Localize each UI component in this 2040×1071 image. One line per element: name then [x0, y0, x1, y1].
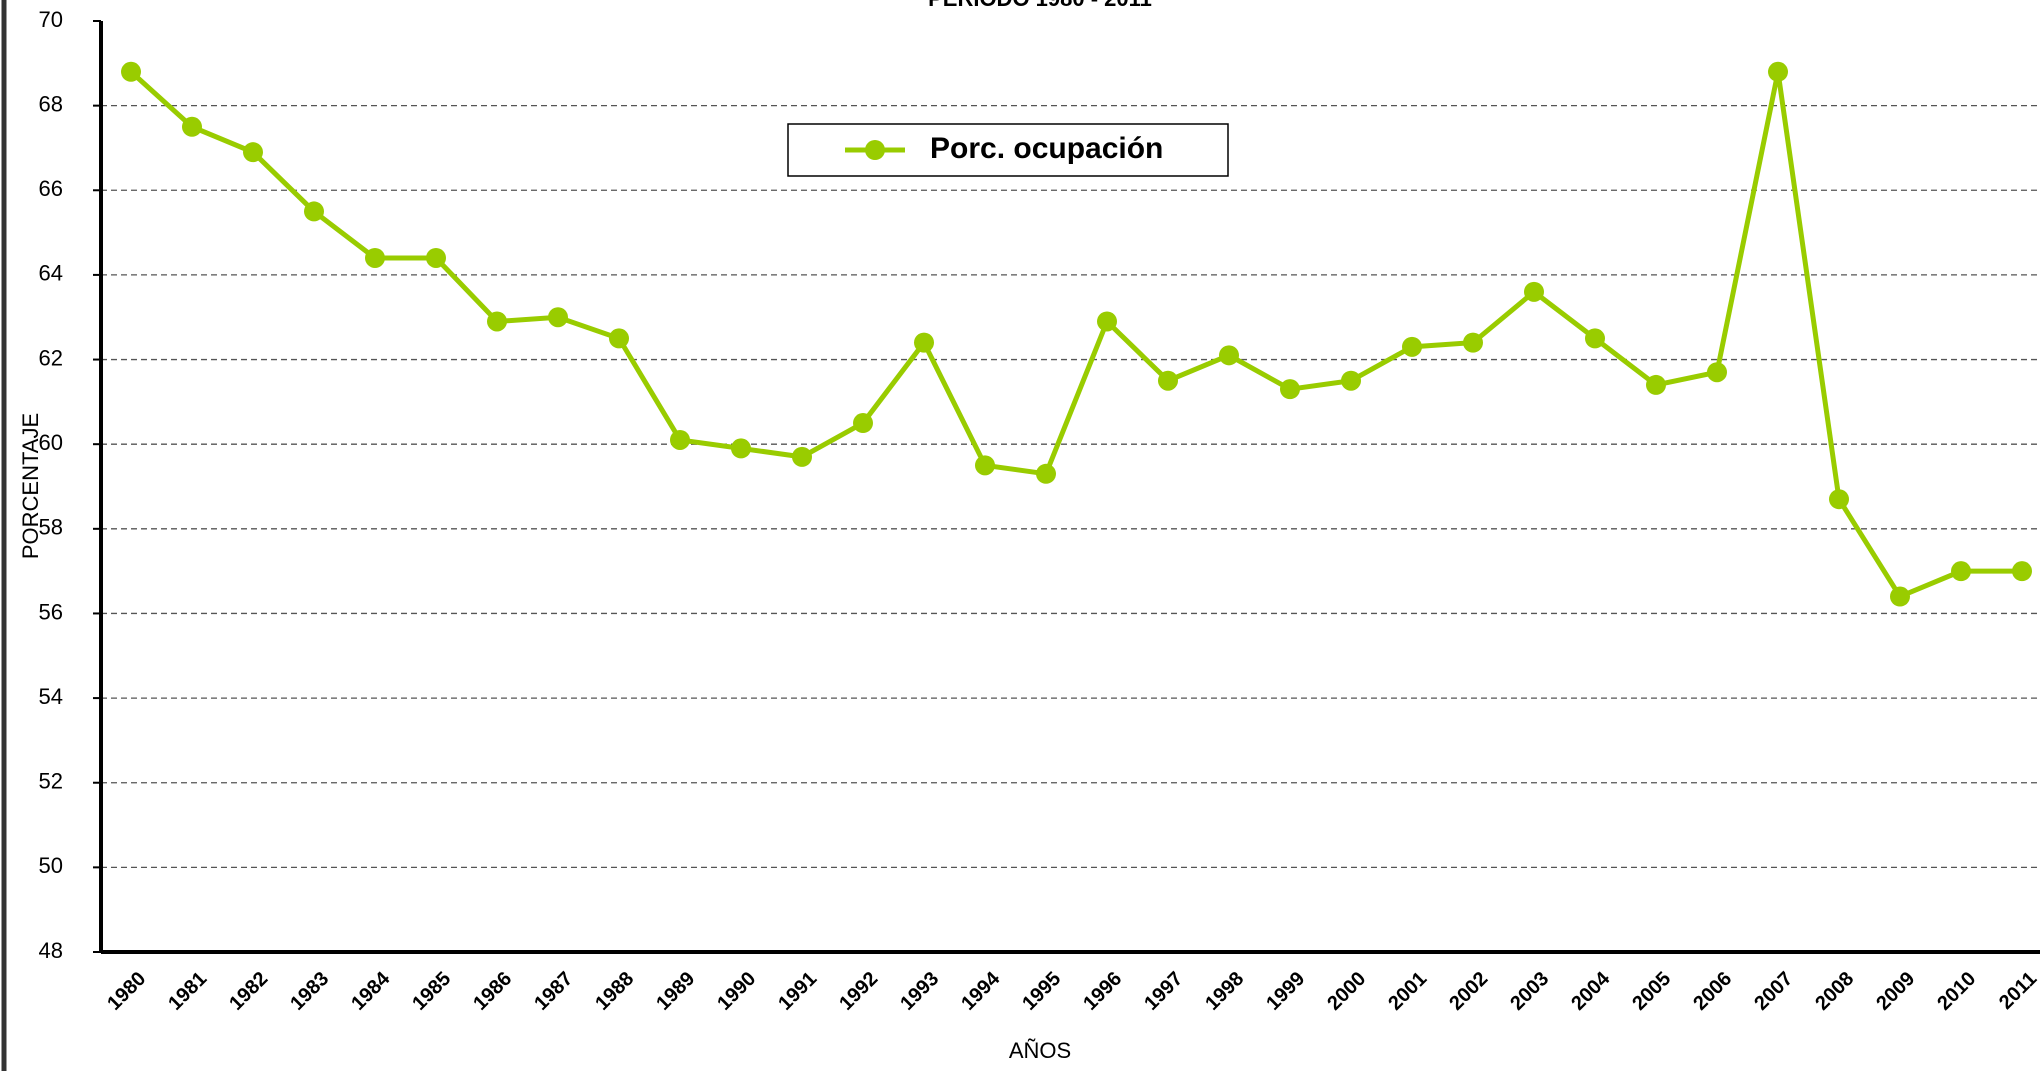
y-tick-label: 48	[39, 938, 63, 963]
marker	[426, 247, 446, 268]
marker	[1585, 328, 1605, 349]
marker	[1158, 370, 1178, 391]
x-axis-label: AÑOS	[1009, 1038, 1071, 1063]
marker	[548, 307, 568, 328]
marker	[1219, 345, 1239, 366]
marker	[1524, 281, 1544, 302]
marker	[792, 446, 812, 467]
marker	[853, 413, 873, 434]
y-tick-label: 50	[39, 853, 63, 878]
marker	[1768, 61, 1788, 82]
y-tick-label: 68	[39, 91, 63, 116]
line	[129, 69, 2022, 600]
y-tick-label: 56	[39, 599, 63, 624]
marker	[609, 328, 629, 349]
marker	[1707, 362, 1727, 383]
y-axis-label: PORCENTAJE	[18, 413, 43, 559]
marker	[670, 429, 690, 450]
marker	[1829, 489, 1849, 510]
marker	[243, 142, 263, 163]
marker	[1341, 370, 1361, 391]
y-tick-label: 66	[39, 176, 63, 201]
chart-title: PERIODO 1980 - 2011	[928, 0, 1152, 11]
marker	[1951, 561, 1971, 582]
y-tick-label: 54	[39, 684, 63, 709]
marker	[121, 61, 141, 82]
marker	[731, 438, 751, 459]
marker	[1036, 463, 1056, 484]
marker	[975, 455, 995, 476]
marker	[304, 201, 324, 222]
y-tick-label: 58	[39, 515, 63, 540]
y-tick-label: 52	[39, 769, 63, 794]
y-tick-label: 64	[39, 261, 63, 286]
legend-label: Porc. ocupación	[930, 132, 1163, 165]
marker	[1280, 379, 1300, 400]
marker	[1463, 332, 1483, 353]
marker	[914, 332, 934, 353]
legend-marker	[865, 140, 885, 160]
marker	[365, 247, 385, 268]
marker	[1646, 374, 1666, 395]
marker	[487, 311, 507, 332]
y-tick-label: 62	[39, 345, 63, 370]
marker	[182, 116, 202, 137]
y-tick-label: 70	[39, 7, 63, 32]
marker	[1402, 336, 1422, 357]
marker	[1890, 586, 1910, 607]
marker	[1097, 311, 1117, 332]
y-tick-label: 60	[39, 430, 63, 455]
marker	[2012, 561, 2032, 582]
